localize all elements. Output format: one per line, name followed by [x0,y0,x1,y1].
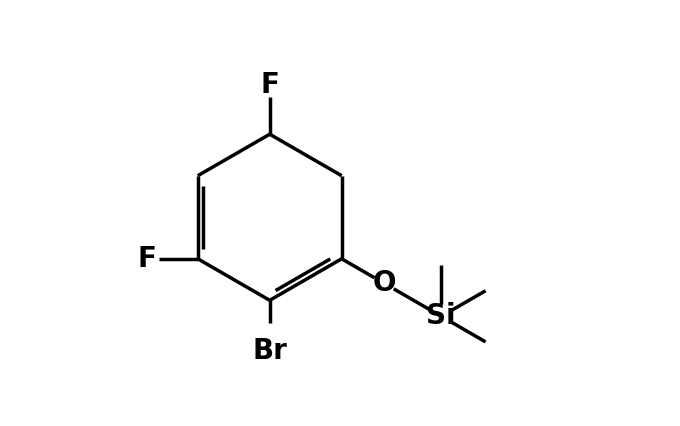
Text: O: O [373,269,396,297]
Text: F: F [137,245,156,273]
Text: Br: Br [252,337,287,366]
Text: F: F [260,71,279,99]
Text: Si: Si [426,302,456,330]
